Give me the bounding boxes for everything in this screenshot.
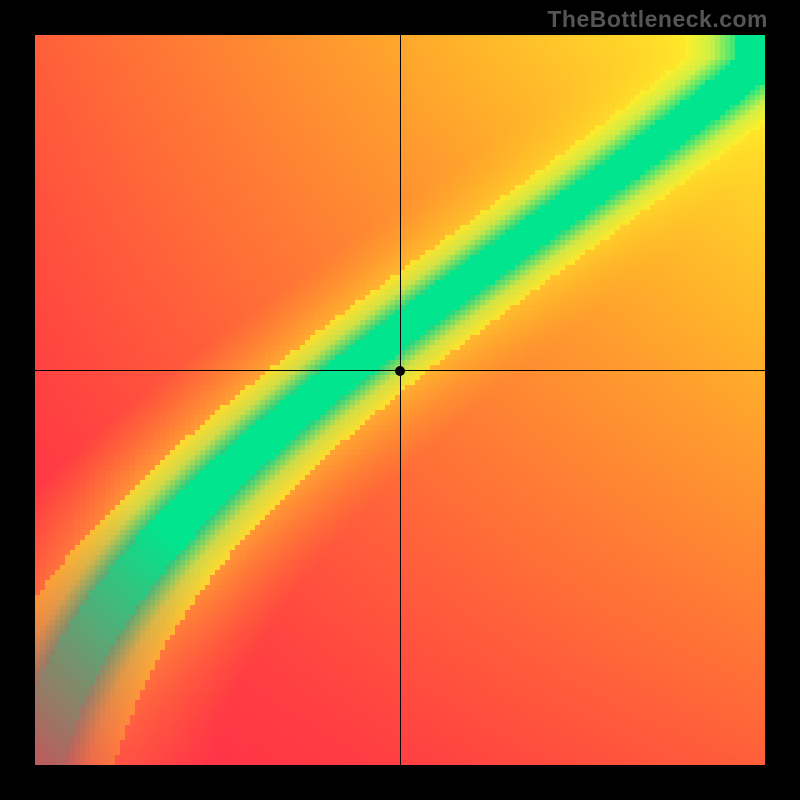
crosshair-vertical bbox=[400, 35, 401, 765]
heatmap-plot bbox=[35, 35, 765, 765]
watermark-text: TheBottleneck.com bbox=[547, 6, 768, 33]
crosshair-marker bbox=[395, 366, 405, 376]
